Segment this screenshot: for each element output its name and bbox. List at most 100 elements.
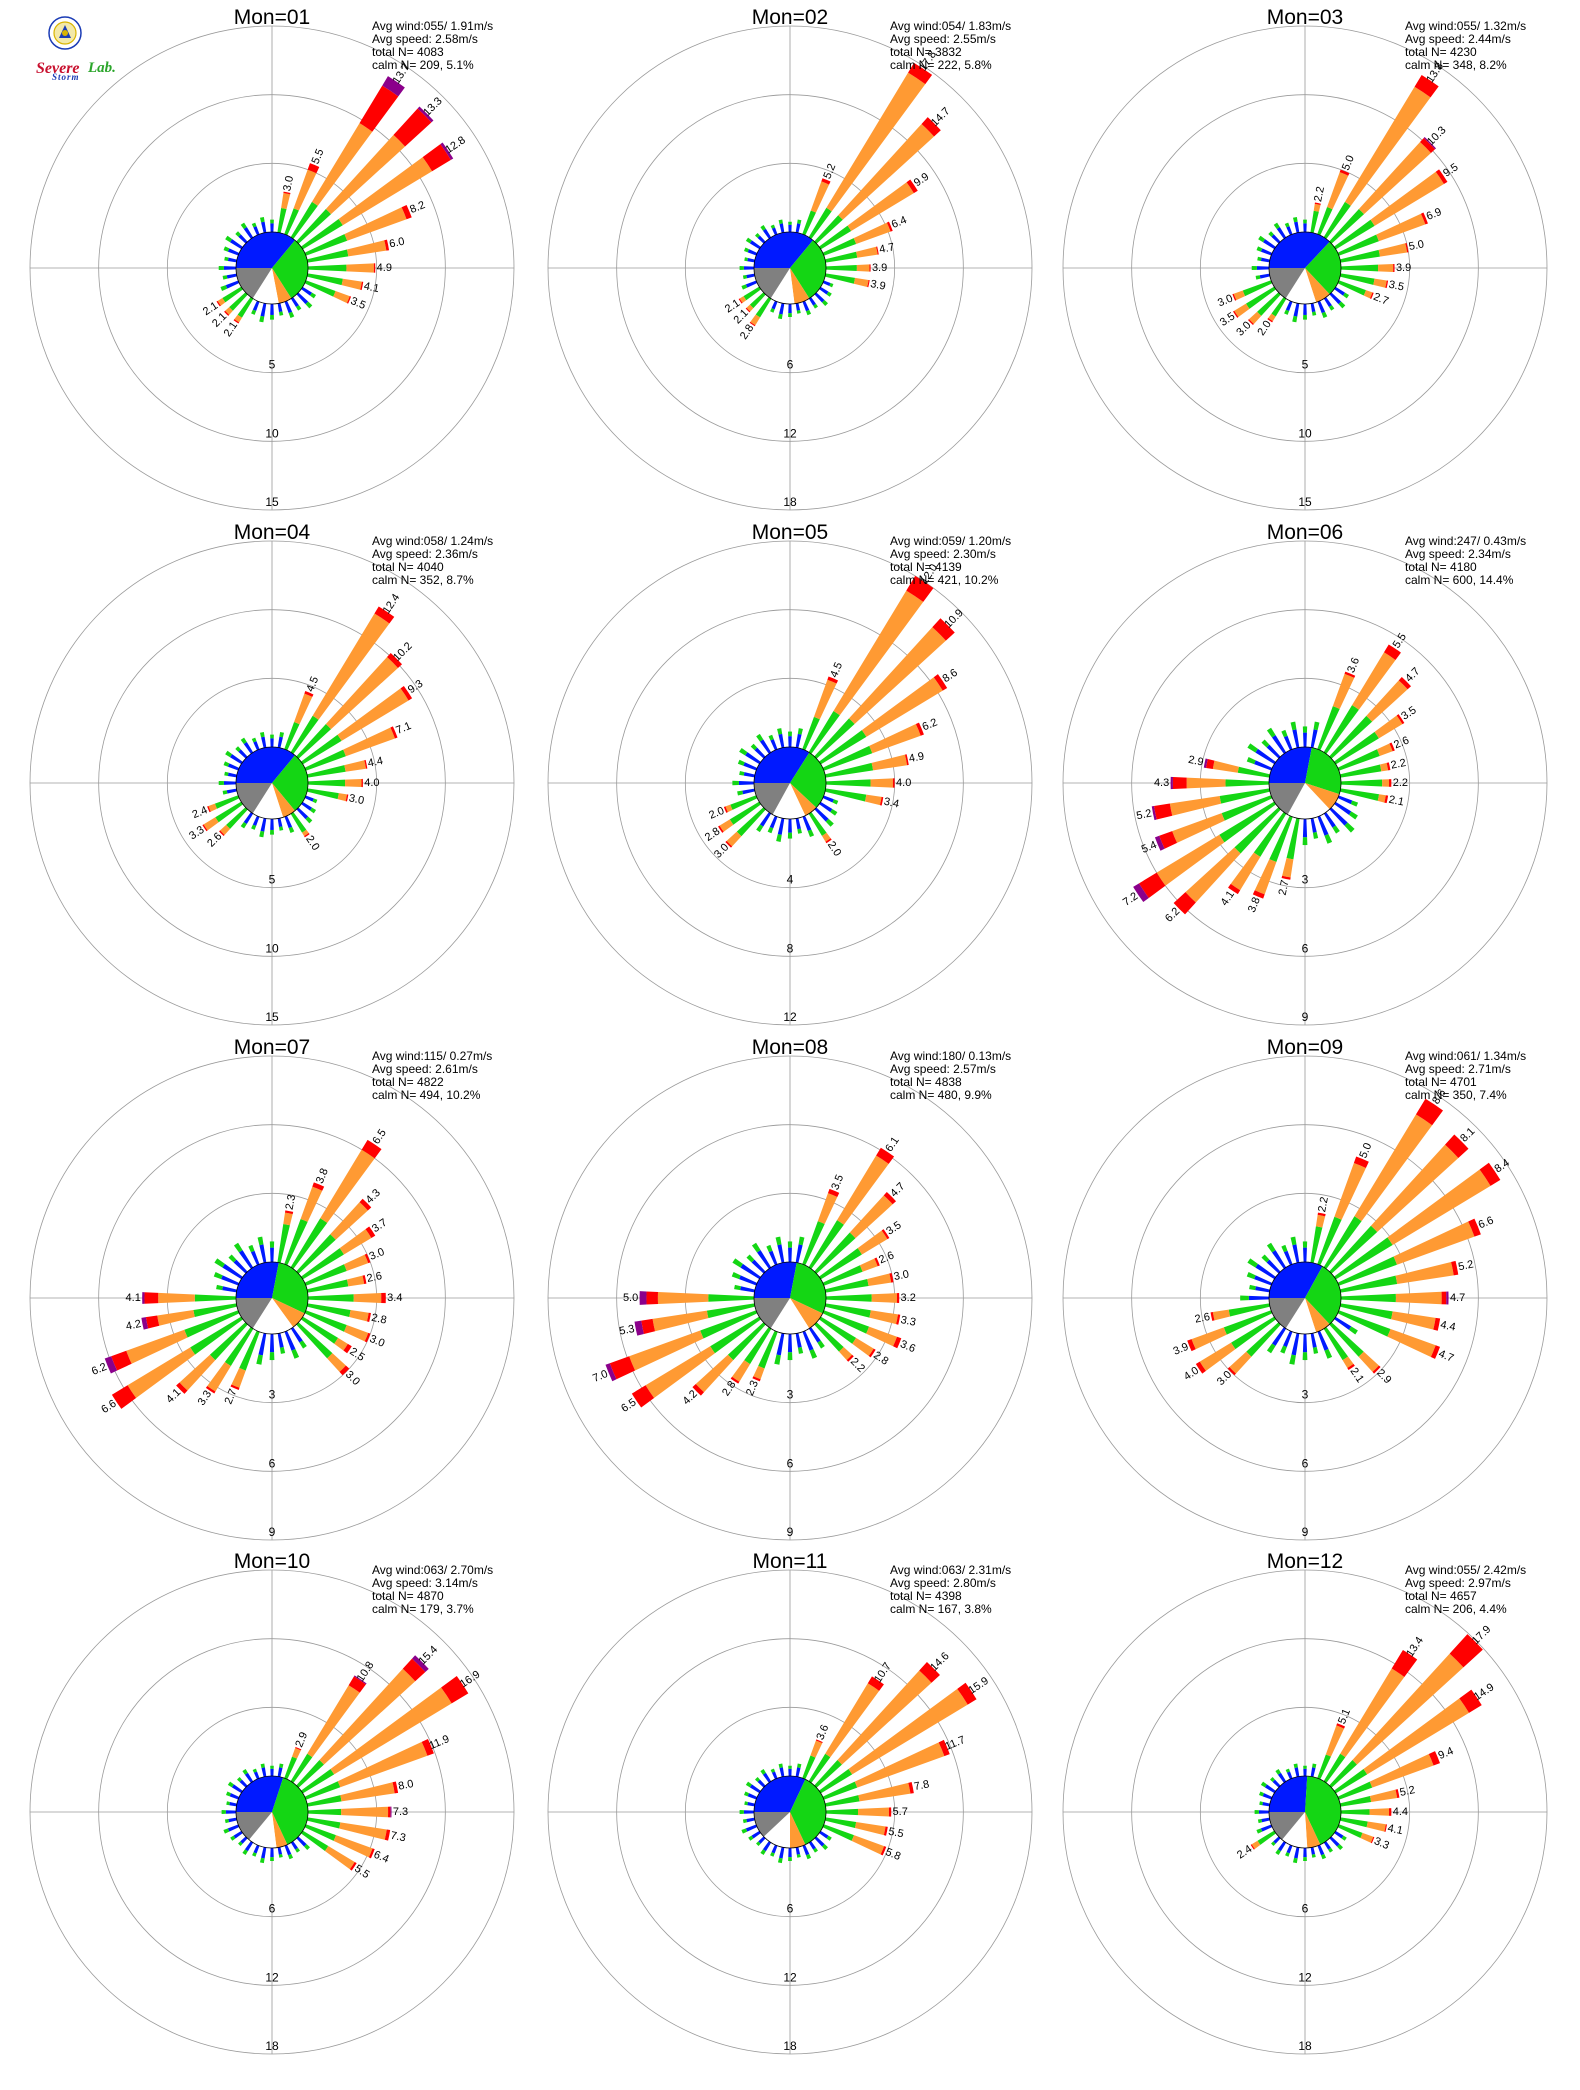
petal-bin-green — [306, 1795, 342, 1807]
petal-bin-blue — [1317, 815, 1329, 836]
ring-label: 15 — [1298, 495, 1312, 509]
petal: 4.3 — [1154, 776, 1270, 790]
petal-value-label: 6.0 — [388, 236, 405, 251]
petal-bin-orange — [859, 1258, 878, 1272]
petal-bin-blue — [788, 303, 792, 314]
petal-bin-blue — [743, 762, 758, 771]
petal-bin-blue — [759, 812, 772, 827]
petal-bin-blue — [743, 1810, 755, 1814]
petal-bin-green — [774, 1354, 781, 1365]
petal-bin-green — [788, 221, 792, 225]
petal-bin-orange — [325, 657, 398, 730]
petal-bin-green — [284, 1756, 297, 1780]
petal: 6.0 — [306, 236, 406, 263]
petal-value-label: 5.1 — [1336, 1707, 1353, 1726]
petal-bin-green — [1237, 766, 1271, 778]
petal-bin-blue — [1276, 227, 1287, 239]
petal-bin-purple — [141, 1317, 149, 1330]
petal-bin-green — [307, 264, 347, 272]
chart-title: Mon=05 — [752, 521, 828, 544]
petal-bin-blue — [1292, 729, 1300, 748]
petal-bin-blue — [1323, 1841, 1331, 1850]
petal-bin-blue — [1293, 303, 1300, 317]
petal-bin-green — [808, 811, 827, 836]
petal-bin-red — [345, 794, 349, 802]
petal-bin-green — [290, 811, 307, 833]
petal-bin-blue — [747, 1801, 755, 1807]
petal-bin-red — [1172, 777, 1187, 789]
petal-bin-blue — [1323, 297, 1332, 308]
petal-bin-red — [908, 62, 933, 85]
stats-line: Avg wind:058/ 1.24m/s — [372, 534, 493, 548]
petal-bin-green — [1281, 1244, 1288, 1253]
petal-bin-red — [827, 1188, 840, 1197]
petal-bin-green — [797, 828, 802, 834]
petal: 6.1 — [808, 1135, 902, 1270]
petal-bin-red — [1227, 1367, 1236, 1376]
petal: 6.4 — [304, 1824, 391, 1866]
petal-bin-green — [240, 222, 247, 230]
petal-bin-purple — [382, 76, 405, 97]
petal-bin-green — [1317, 1754, 1331, 1780]
petal-bin-red — [1139, 872, 1166, 898]
stats-line: Avg wind:180/ 0.13m/s — [890, 1049, 1011, 1063]
petal-bin-green — [284, 722, 300, 751]
petal-bin-green — [260, 1763, 265, 1769]
petal-bin-green — [776, 834, 782, 842]
petal-bin-orange — [849, 627, 946, 724]
petal-bin-orange — [1395, 1261, 1454, 1284]
petal-bin-green — [1302, 837, 1308, 846]
petal-bin-orange — [629, 1330, 704, 1371]
petal-bin-red — [1344, 671, 1356, 678]
petal-value-label: 12.4 — [381, 592, 403, 616]
stats-line: calm N= 206, 4.4% — [1405, 1602, 1507, 1616]
petal-bin-orange — [725, 804, 733, 813]
petal-bin-red — [233, 319, 240, 324]
calm-pie-slice — [1305, 783, 1340, 810]
petal-bin-orange — [1387, 1169, 1491, 1246]
petal-bin-red — [1339, 169, 1350, 176]
petal-bin-green — [767, 826, 774, 834]
petal-bin-blue — [1262, 1801, 1270, 1807]
petal-bin-orange — [1391, 1311, 1436, 1330]
petal-bin-orange — [826, 72, 926, 212]
petal-bin-green — [279, 1763, 284, 1769]
petal-bin-orange — [208, 803, 218, 812]
petal-bin-green — [729, 801, 762, 825]
petal-bin-green — [1348, 811, 1358, 820]
stats-line: total N= 4657 — [1405, 1589, 1477, 1603]
petal: 4.4 — [306, 755, 384, 778]
petal-bin-blue — [778, 733, 785, 748]
calm-pie-slice — [770, 268, 795, 305]
petal-value-label: 5.7 — [893, 1806, 908, 1818]
petal-bin-green — [741, 1828, 748, 1834]
petal-value-label: 2.7 — [1277, 879, 1292, 896]
petal-bin-blue — [745, 1824, 758, 1832]
petal-bin-red — [1441, 1291, 1447, 1305]
petal-bin-blue — [751, 1830, 761, 1839]
petal-bin-green — [730, 795, 758, 810]
petal-value-label: 12.8 — [443, 134, 467, 156]
petal-bin-red — [1154, 803, 1173, 820]
stats-line: calm N= 600, 14.4% — [1405, 573, 1514, 587]
petal-bin-orange — [1363, 290, 1373, 299]
petal-bin-orange — [346, 263, 374, 273]
petal-bin-purple — [1170, 776, 1173, 790]
petal-bin-blue — [1334, 801, 1352, 815]
petal-value-label: 3.0 — [368, 1333, 387, 1350]
petal-bin-orange — [732, 1360, 751, 1382]
petal-bin-orange — [657, 1292, 709, 1304]
petal-bin-green — [310, 807, 317, 814]
petal-bin-red — [365, 1226, 376, 1238]
petal-bin-orange — [344, 760, 366, 772]
petal-bin-blue — [1291, 1333, 1300, 1356]
petal-value-label: 2.0 — [707, 805, 726, 822]
chart-title: Mon=06 — [1267, 521, 1343, 544]
petal-bin-red — [1468, 1218, 1481, 1237]
petal-bin-green — [235, 746, 241, 752]
petal-value-label: 5.2 — [821, 162, 838, 181]
petal-bin-orange — [1376, 743, 1393, 756]
petal-bin-red — [205, 1385, 216, 1394]
ring-label: 5 — [269, 873, 276, 887]
calm-pie-slice — [252, 783, 284, 820]
